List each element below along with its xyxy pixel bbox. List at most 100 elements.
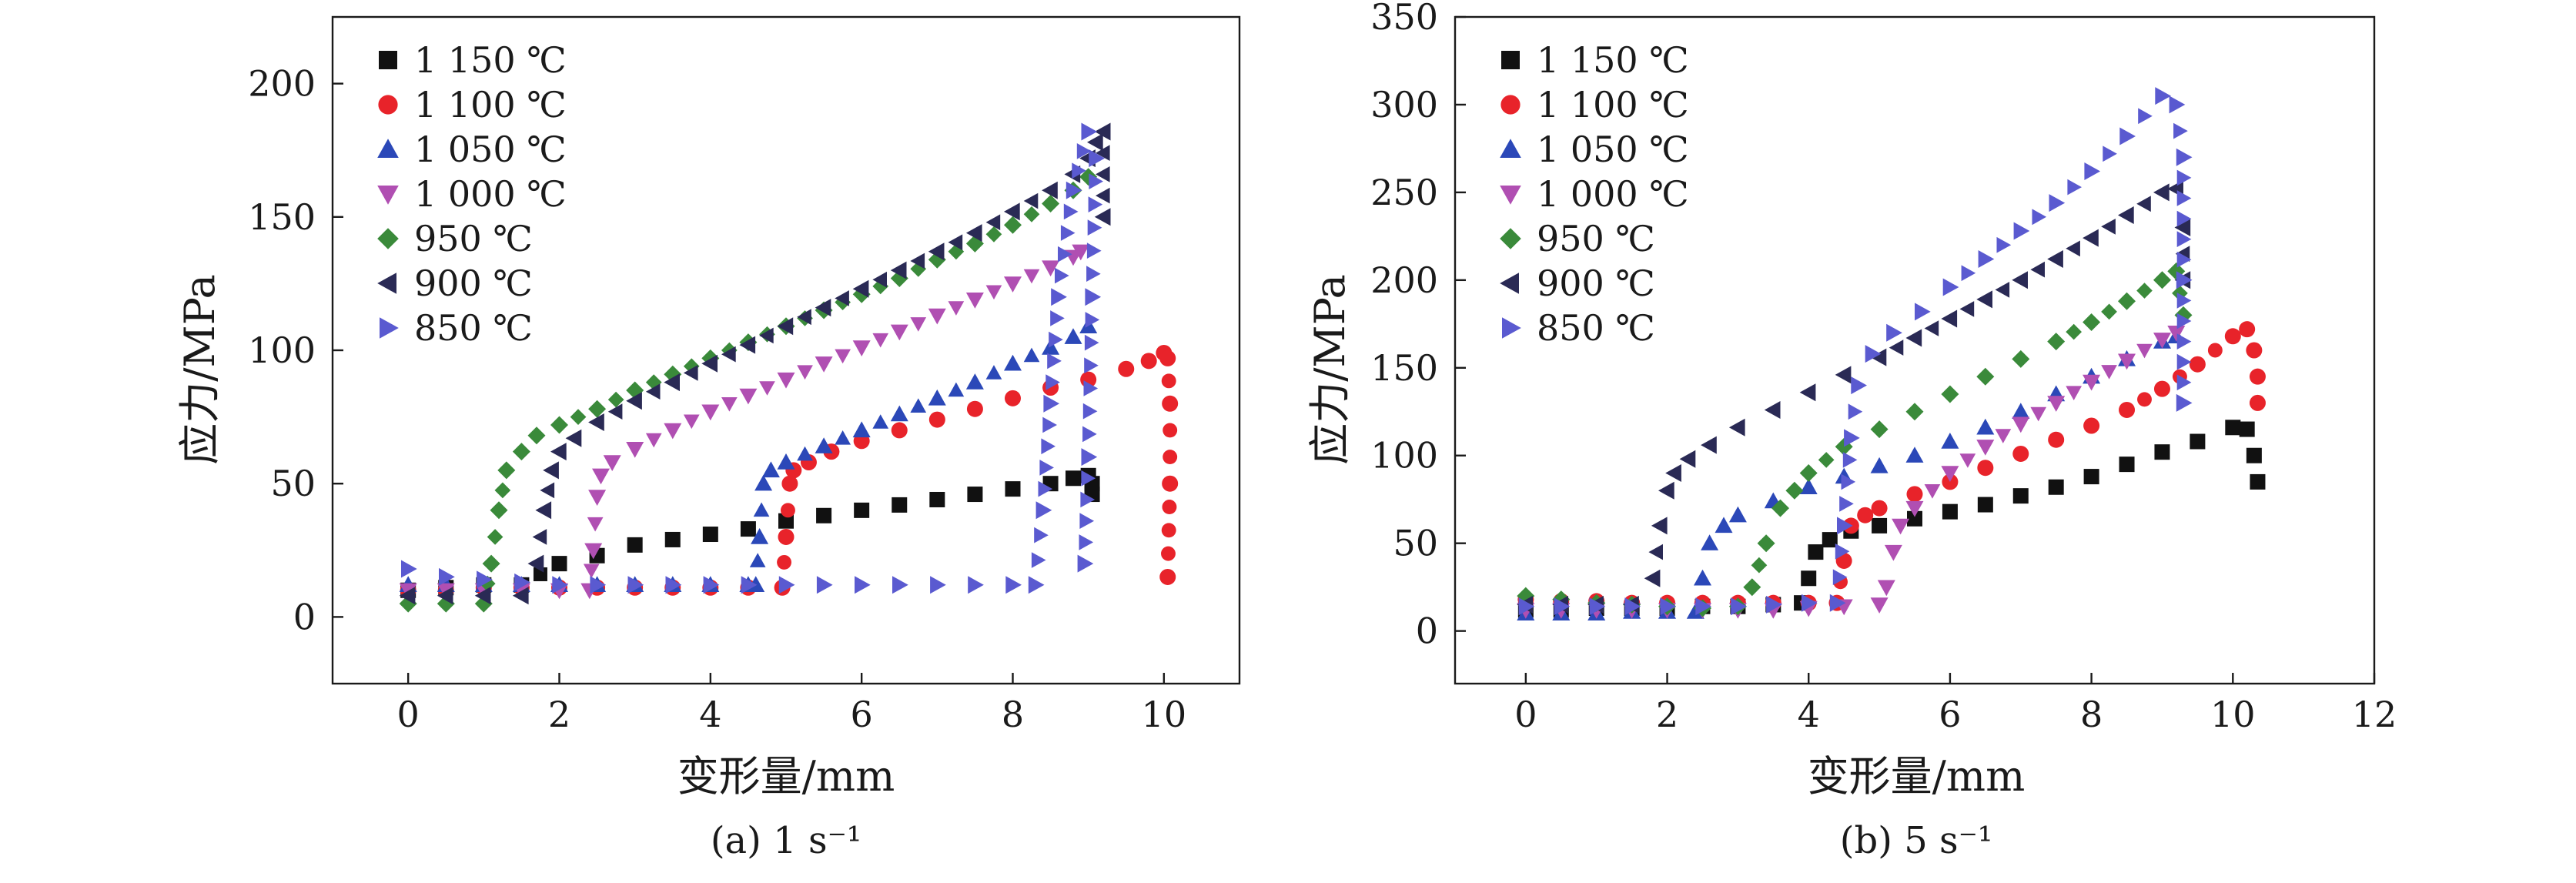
- data-point: [1163, 423, 1178, 438]
- data-point: [985, 226, 1002, 242]
- data-point: [1884, 544, 1902, 561]
- data-point: [2246, 447, 2262, 463]
- legend-label: 1 050 ℃: [414, 129, 567, 170]
- data-point: [2118, 292, 2136, 310]
- data-point: [607, 403, 623, 420]
- data-point: [985, 214, 1001, 231]
- data-point: [761, 461, 780, 478]
- data-point: [626, 392, 642, 410]
- data-point: [929, 491, 945, 507]
- data-point: [2047, 250, 2063, 268]
- data-point: [439, 567, 455, 586]
- data-point: [816, 507, 832, 523]
- data-point: [965, 293, 984, 309]
- data-point: [588, 400, 607, 418]
- data-point: [1140, 353, 1157, 370]
- data-point: [584, 543, 603, 560]
- data-point: [2250, 473, 2266, 490]
- data-point: [965, 373, 984, 390]
- data-point: [664, 373, 680, 392]
- data-point: [2246, 342, 2263, 359]
- data-point: [2169, 95, 2186, 114]
- x-tick-label: 10: [1142, 694, 1187, 735]
- data-point: [1751, 557, 1768, 574]
- data-point: [1087, 133, 1103, 152]
- data-point: [1161, 373, 1176, 389]
- data-point: [1658, 481, 1674, 500]
- data-point: [2153, 271, 2171, 289]
- data-point: [645, 433, 662, 448]
- data-point: [2032, 209, 2047, 226]
- data-point: [1094, 208, 1111, 226]
- data-point: [2012, 403, 2030, 419]
- data-point: [2153, 183, 2170, 202]
- data-point: [401, 560, 417, 578]
- data-point: [777, 554, 791, 570]
- data-point: [1995, 282, 2010, 298]
- data-point: [835, 349, 851, 364]
- data-point: [721, 346, 736, 363]
- data-point: [1055, 267, 1069, 284]
- data-point: [797, 309, 811, 326]
- data-point: [1976, 418, 1995, 435]
- data-point: [2101, 219, 2116, 235]
- data-point: [2012, 445, 2029, 462]
- data-point: [1063, 203, 1079, 220]
- data-point: [1624, 597, 1641, 616]
- data-point: [1905, 403, 1924, 421]
- data-point: [1844, 429, 1860, 447]
- data-point: [2137, 392, 2152, 407]
- data-point: [1818, 452, 1835, 468]
- data-point: [2119, 457, 2135, 473]
- data-point: [1049, 331, 1063, 348]
- legend-label: 900 ℃: [414, 263, 533, 304]
- data-point: [527, 554, 544, 573]
- data-point: [1837, 517, 1853, 535]
- data-point: [2030, 406, 2047, 422]
- data-point: [1832, 569, 1848, 586]
- data-point: [2138, 108, 2153, 125]
- data-point: [1757, 534, 1775, 553]
- data-point: [1829, 594, 1846, 612]
- panel-caption: (b) 5 s⁻¹: [1840, 819, 1992, 862]
- data-point: [2176, 293, 2192, 309]
- data-point: [2049, 194, 2066, 212]
- legend-marker: [377, 273, 396, 294]
- data-point: [751, 528, 769, 544]
- data-point: [2176, 271, 2193, 289]
- data-point: [1799, 383, 1816, 402]
- legend-marker: [377, 228, 399, 249]
- y-tick-label: 50: [270, 463, 316, 504]
- panel-caption: (a) 1 s⁻¹: [711, 819, 861, 862]
- data-point: [607, 391, 624, 408]
- data-point: [1771, 499, 1789, 517]
- data-point: [1060, 225, 1076, 241]
- data-point: [2083, 417, 2100, 434]
- data-point: [1996, 236, 2012, 253]
- data-point: [532, 529, 547, 545]
- data-point: [1865, 345, 1882, 363]
- data-point: [1942, 278, 1959, 296]
- data-point: [777, 372, 795, 389]
- data-point: [1096, 145, 1110, 161]
- data-point: [1088, 196, 1103, 212]
- data-point: [2067, 179, 2082, 196]
- data-point: [1023, 347, 1040, 363]
- data-point: [2207, 343, 2223, 358]
- data-point: [966, 400, 983, 417]
- data-point: [2224, 328, 2241, 345]
- data-point: [683, 365, 698, 381]
- data-point: [2118, 353, 2136, 370]
- data-point: [1715, 517, 1733, 533]
- data-point: [1941, 466, 1959, 482]
- data-point: [1085, 288, 1102, 306]
- data-point: [967, 487, 983, 503]
- data-point: [2239, 321, 2256, 338]
- data-point: [740, 521, 756, 537]
- data-point: [626, 442, 644, 458]
- data-point: [437, 587, 453, 605]
- data-point: [1976, 440, 1995, 456]
- y-tick-label: 0: [1416, 610, 1438, 652]
- y-tick-label: 100: [248, 329, 316, 371]
- x-tick-label: 8: [1002, 694, 1024, 735]
